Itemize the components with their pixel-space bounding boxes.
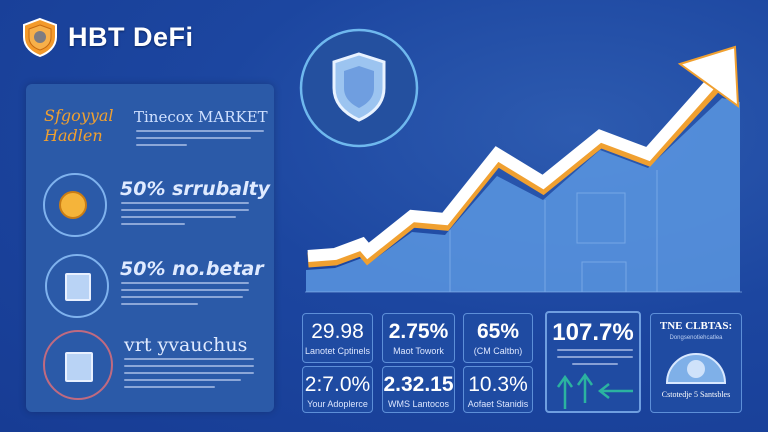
stat-card: 2.32.15 WMS Lantocos	[382, 366, 455, 413]
stat-value: 2.75%	[388, 320, 449, 343]
stat-card: 29.98 Lanotet Cptinels	[302, 313, 373, 363]
logo	[20, 17, 60, 58]
stat-value: 10.3%	[468, 373, 528, 396]
stat-card: 2:7.0% Your Adoplerce	[302, 366, 373, 413]
stat-value: 65%	[476, 320, 520, 343]
info-card: TNE CLBTAS: Dongsenotiehcatlea Cstotedje…	[650, 313, 742, 413]
chart-area	[306, 98, 740, 292]
highlight-value: 107.7%	[552, 319, 634, 346]
feature-title: vrt yvauchus	[124, 334, 248, 356]
stat-label: (CM Caltbn)	[473, 346, 523, 356]
stat-label: Your Adoplerce	[307, 399, 368, 409]
grid-lines	[305, 170, 742, 293]
info-card-footer: Cstotedje 5 Santsbles	[661, 390, 731, 399]
stat-value: 2.32.15	[383, 373, 454, 396]
stat-label: WMS Lantocos	[387, 399, 450, 409]
shield-icon	[23, 17, 57, 58]
signature-icon: Sfgoyyal Hadlen	[44, 106, 114, 145]
arrows-up-icon	[556, 372, 633, 409]
stat-card: 65% (CM Caltbn)	[463, 313, 533, 363]
stat-card: 2.75% Maot Towork	[382, 313, 455, 363]
info-card-subtitle: Dongsenotiehcatlea	[669, 335, 723, 341]
highlight-card: 107.7%	[545, 311, 641, 413]
stat-value: 2:7.0%	[304, 373, 371, 396]
arrow-head-icon	[677, 45, 740, 109]
stat-card: 10.3% Aofaet Stanidis	[463, 366, 533, 413]
feature-title: 50% no.betar	[120, 258, 264, 280]
growth-arrow	[307, 78, 717, 262]
feature-title: Tinecox MARKET	[134, 108, 268, 126]
feature-title: 50% srrubalty	[120, 178, 271, 200]
stat-label: Maot Towork	[393, 346, 444, 356]
globe-icon	[665, 353, 727, 384]
stat-label: Aofaet Stanidis	[467, 399, 529, 409]
chart-document-icon	[65, 352, 93, 382]
stat-value: 29.98	[311, 320, 364, 343]
brand-title: HBT DeFi	[68, 22, 194, 52]
coin-icon	[59, 191, 87, 219]
document-icon	[65, 273, 91, 301]
info-card-title: TNE CLBTAS:	[659, 320, 733, 332]
features-panel: Sfgoyyal Hadlen Tinecox MARKET 50% srrub…	[26, 84, 274, 412]
stat-label: Lanotet Cptinels	[304, 346, 371, 356]
